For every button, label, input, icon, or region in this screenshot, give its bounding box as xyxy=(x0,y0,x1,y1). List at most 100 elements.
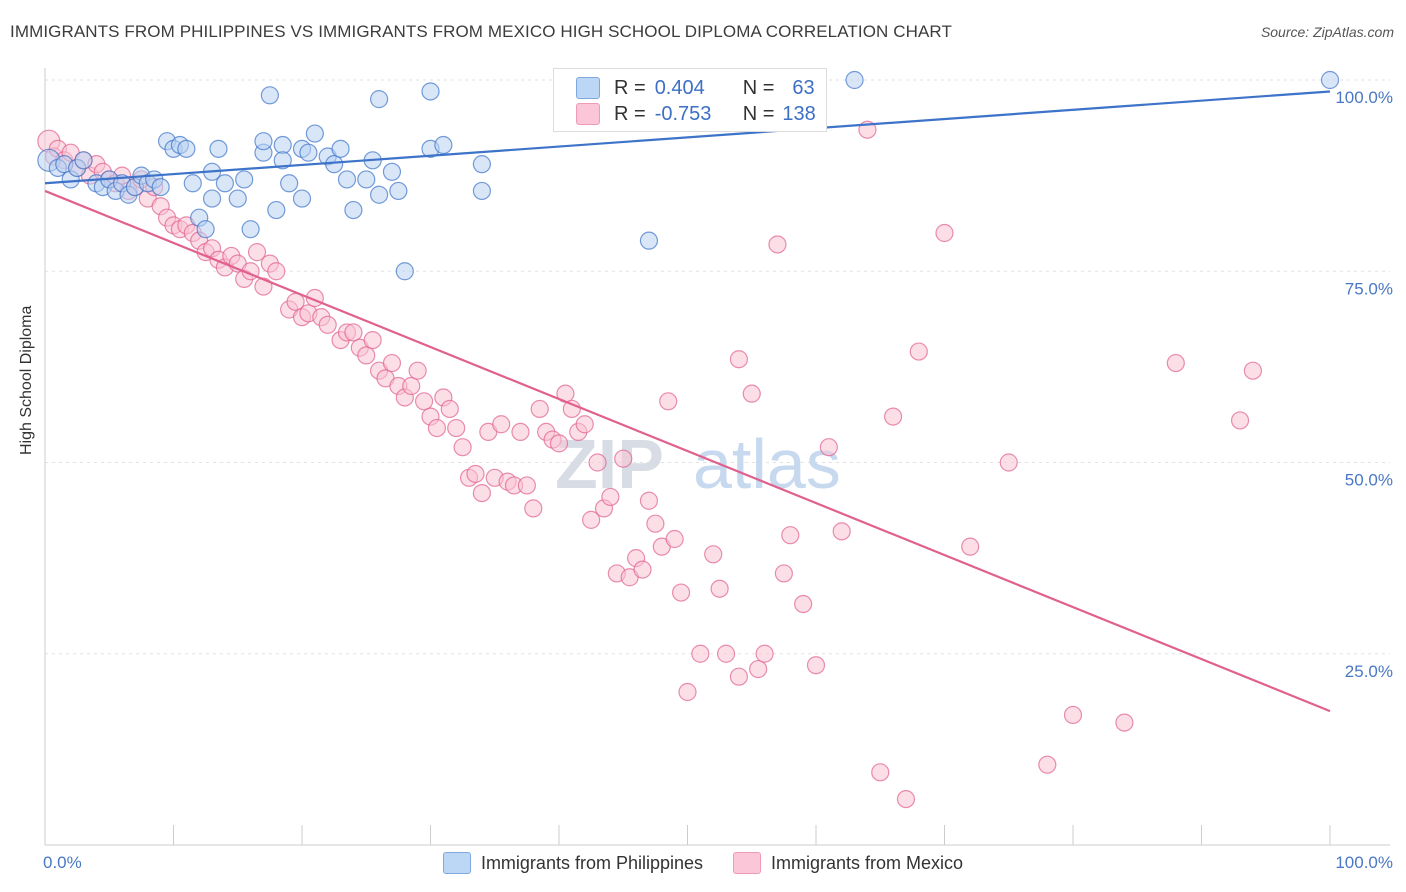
point-mexico xyxy=(935,223,954,243)
chart-title: IMMIGRANTS FROM PHILIPPINES VS IMMIGRANT… xyxy=(10,22,952,41)
point-mexico xyxy=(659,392,678,411)
series-philippines-points xyxy=(37,70,1340,281)
legend-swatch-blue xyxy=(442,852,471,874)
point-philippines xyxy=(472,155,491,174)
point-mexico xyxy=(774,564,793,583)
point-mexico xyxy=(582,510,601,529)
trend-lines xyxy=(44,90,1331,713)
point-mexico xyxy=(318,315,337,334)
point-philippines xyxy=(395,262,414,281)
point-mexico xyxy=(1166,353,1185,373)
point-mexico xyxy=(254,277,273,296)
point-mexico xyxy=(1115,713,1134,732)
point-mexico xyxy=(768,235,787,254)
point-mexico xyxy=(633,560,652,579)
point-philippines xyxy=(382,162,402,181)
point-philippines xyxy=(370,90,389,109)
point-philippines xyxy=(337,170,357,189)
point-mexico xyxy=(806,656,826,675)
point-mexico xyxy=(665,529,684,549)
x-tick-label-max: 100.0% xyxy=(1335,853,1393,872)
point-philippines xyxy=(196,220,215,239)
legend-swatch-blue xyxy=(576,77,600,99)
correlation-legend: R = 0.404 N = 63 R = -0.753 N = 138 xyxy=(553,68,827,132)
point-philippines xyxy=(235,170,254,189)
point-mexico xyxy=(402,376,421,396)
point-mexico xyxy=(742,384,761,403)
watermark: ZIP atlas xyxy=(555,425,841,503)
point-mexico xyxy=(716,644,736,663)
point-mexico xyxy=(492,415,511,434)
point-mexico xyxy=(357,346,376,365)
y-tick-label: 100.0% xyxy=(1335,88,1393,107)
point-mexico xyxy=(447,418,466,438)
legend-label-mexico: Immigrants from Mexico xyxy=(771,852,964,873)
point-mexico xyxy=(530,399,549,419)
point-philippines xyxy=(177,139,196,158)
point-mexico xyxy=(794,594,813,614)
source-label: Source: ZipAtlas.com xyxy=(1260,24,1394,40)
point-mexico xyxy=(1063,705,1083,725)
point-philippines xyxy=(305,124,324,143)
point-mexico xyxy=(1038,755,1057,774)
point-mexico xyxy=(781,526,800,545)
point-mexico xyxy=(729,350,749,369)
legend-r-value-pink: -0.753 xyxy=(654,102,712,125)
point-philippines xyxy=(209,139,228,158)
point-mexico xyxy=(755,644,774,663)
point-mexico xyxy=(247,243,267,262)
point-philippines xyxy=(299,143,318,162)
point-mexico xyxy=(517,476,536,495)
point-mexico xyxy=(453,438,472,457)
legend-n-label: N = xyxy=(742,102,775,125)
point-mexico xyxy=(382,353,402,373)
point-philippines xyxy=(228,189,247,208)
point-mexico xyxy=(646,514,665,533)
point-philippines xyxy=(215,174,234,193)
legend-row-philippines: R = 0.404 N = 63 xyxy=(576,75,815,101)
y-tick-label: 25.0% xyxy=(1345,662,1393,681)
point-philippines xyxy=(421,82,440,101)
y-tick-label: 75.0% xyxy=(1345,279,1393,298)
point-philippines xyxy=(292,189,312,208)
point-philippines xyxy=(1320,70,1340,90)
legend-swatch-pink xyxy=(576,103,600,125)
point-philippines xyxy=(183,174,202,193)
point-philippines xyxy=(254,132,273,151)
point-mexico xyxy=(549,434,569,453)
point-mexico xyxy=(678,682,697,702)
y-axis-label: High School Diploma xyxy=(18,305,35,455)
point-mexico xyxy=(639,491,659,510)
legend-item-mexico[interactable]: Immigrants from Mexico xyxy=(733,852,963,874)
point-mexico xyxy=(427,418,447,438)
point-mexico xyxy=(896,789,916,809)
point-philippines xyxy=(273,151,292,170)
point-mexico xyxy=(999,453,1018,472)
point-mexico xyxy=(588,453,607,472)
point-philippines xyxy=(267,200,286,220)
point-philippines xyxy=(639,231,659,250)
point-philippines xyxy=(202,189,222,208)
point-philippines xyxy=(280,174,299,193)
point-mexico xyxy=(819,438,838,457)
legend-label-philippines: Immigrants from Philippines xyxy=(480,852,704,873)
legend-row-mexico: R = -0.753 N = 138 xyxy=(576,101,816,127)
point-mexico xyxy=(883,407,903,426)
x-tick-label-min: 0.0% xyxy=(43,853,82,872)
point-mexico xyxy=(871,763,890,782)
point-mexico xyxy=(749,659,768,679)
watermark-atlas: atlas xyxy=(693,425,841,503)
point-philippines xyxy=(74,151,93,170)
point-mexico xyxy=(440,399,459,419)
point-philippines xyxy=(273,135,292,155)
point-mexico xyxy=(575,415,594,434)
legend-n-value-blue: 63 xyxy=(792,76,815,99)
legend-r-value-blue: 0.404 xyxy=(654,76,705,99)
tick-labels: 25.0% 50.0% 75.0% 100.0% 0.0% 100.0% xyxy=(43,88,1393,872)
point-philippines xyxy=(370,185,389,204)
point-mexico xyxy=(511,422,530,441)
point-mexico xyxy=(1230,411,1250,430)
legend-item-philippines[interactable]: Immigrants from Philippines xyxy=(442,852,704,874)
point-mexico xyxy=(704,545,723,564)
